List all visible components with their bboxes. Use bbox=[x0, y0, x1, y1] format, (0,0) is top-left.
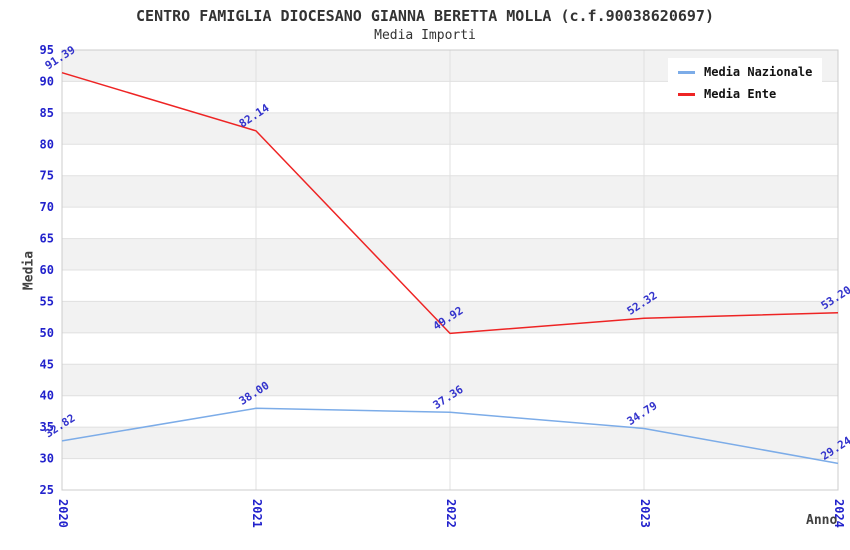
chart-subtitle: Media Importi bbox=[374, 28, 476, 43]
y-tick-label: 50 bbox=[40, 326, 54, 340]
legend: Media Nazionale Media Ente bbox=[668, 58, 823, 108]
y-tick-label: 30 bbox=[40, 452, 54, 466]
y-tick-label: 85 bbox=[40, 106, 54, 120]
series-line-media-nazionale bbox=[61, 407, 839, 465]
plot-border bbox=[61, 49, 839, 491]
x-tick-label: 2023 bbox=[638, 499, 652, 528]
legend-swatch-media-ente-icon bbox=[678, 92, 695, 96]
y-tick-label: 80 bbox=[40, 137, 54, 151]
legend-label: Media Nazionale bbox=[704, 65, 813, 79]
series-line-media-ente bbox=[61, 71, 839, 335]
y-tick-label: 90 bbox=[40, 74, 54, 88]
y-tick-label: 60 bbox=[40, 263, 54, 277]
y-tick-label: 45 bbox=[40, 357, 54, 371]
x-tick-label: 2021 bbox=[250, 499, 264, 528]
y-tick-label: 40 bbox=[40, 389, 54, 403]
legend-item-media-nazionale: Media Nazionale bbox=[678, 65, 812, 79]
y-tick-label: 95 bbox=[40, 43, 54, 57]
legend-item-media-ente: Media Ente bbox=[678, 87, 812, 101]
legend-swatch-media-nazionale-icon bbox=[678, 70, 695, 74]
chart-title: CENTRO FAMIGLIA DIOCESANO GIANNA BERETTA… bbox=[136, 7, 714, 25]
y-tick-label: 35 bbox=[40, 420, 54, 434]
y-tick-label: 55 bbox=[40, 294, 54, 308]
data-label: 34.79 bbox=[625, 399, 660, 428]
y-tick-label: 65 bbox=[40, 232, 54, 246]
y-tick-label: 25 bbox=[40, 483, 54, 497]
x-tick-label: 2024 bbox=[832, 499, 846, 528]
y-tick-label: 70 bbox=[40, 200, 54, 214]
x-axis-label: Anno bbox=[806, 513, 838, 528]
legend-label: Media Ente bbox=[704, 87, 777, 101]
y-tick-label: 75 bbox=[40, 169, 54, 183]
x-tick-label: 2020 bbox=[56, 499, 70, 528]
x-tick-label: 2022 bbox=[444, 499, 458, 528]
y-axis-label: Media bbox=[21, 250, 37, 291]
